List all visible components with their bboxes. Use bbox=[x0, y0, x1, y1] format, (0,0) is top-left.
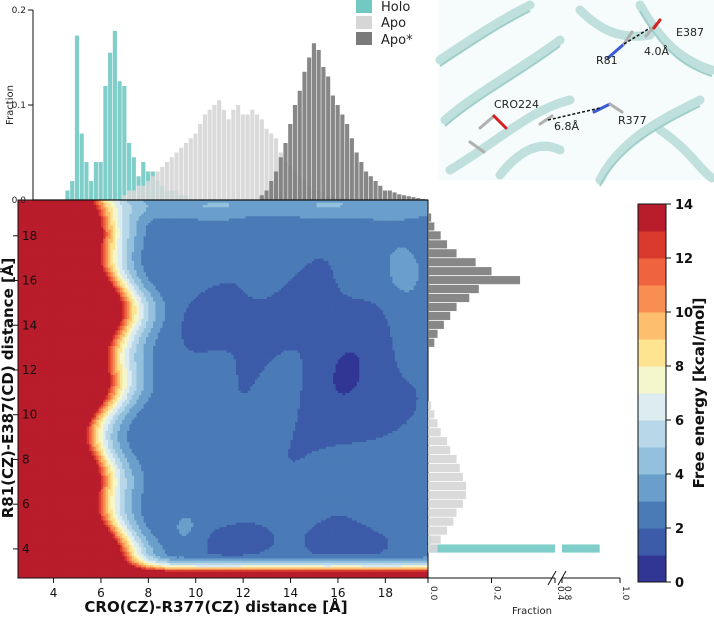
free-energy-contour-plot bbox=[18, 200, 429, 579]
